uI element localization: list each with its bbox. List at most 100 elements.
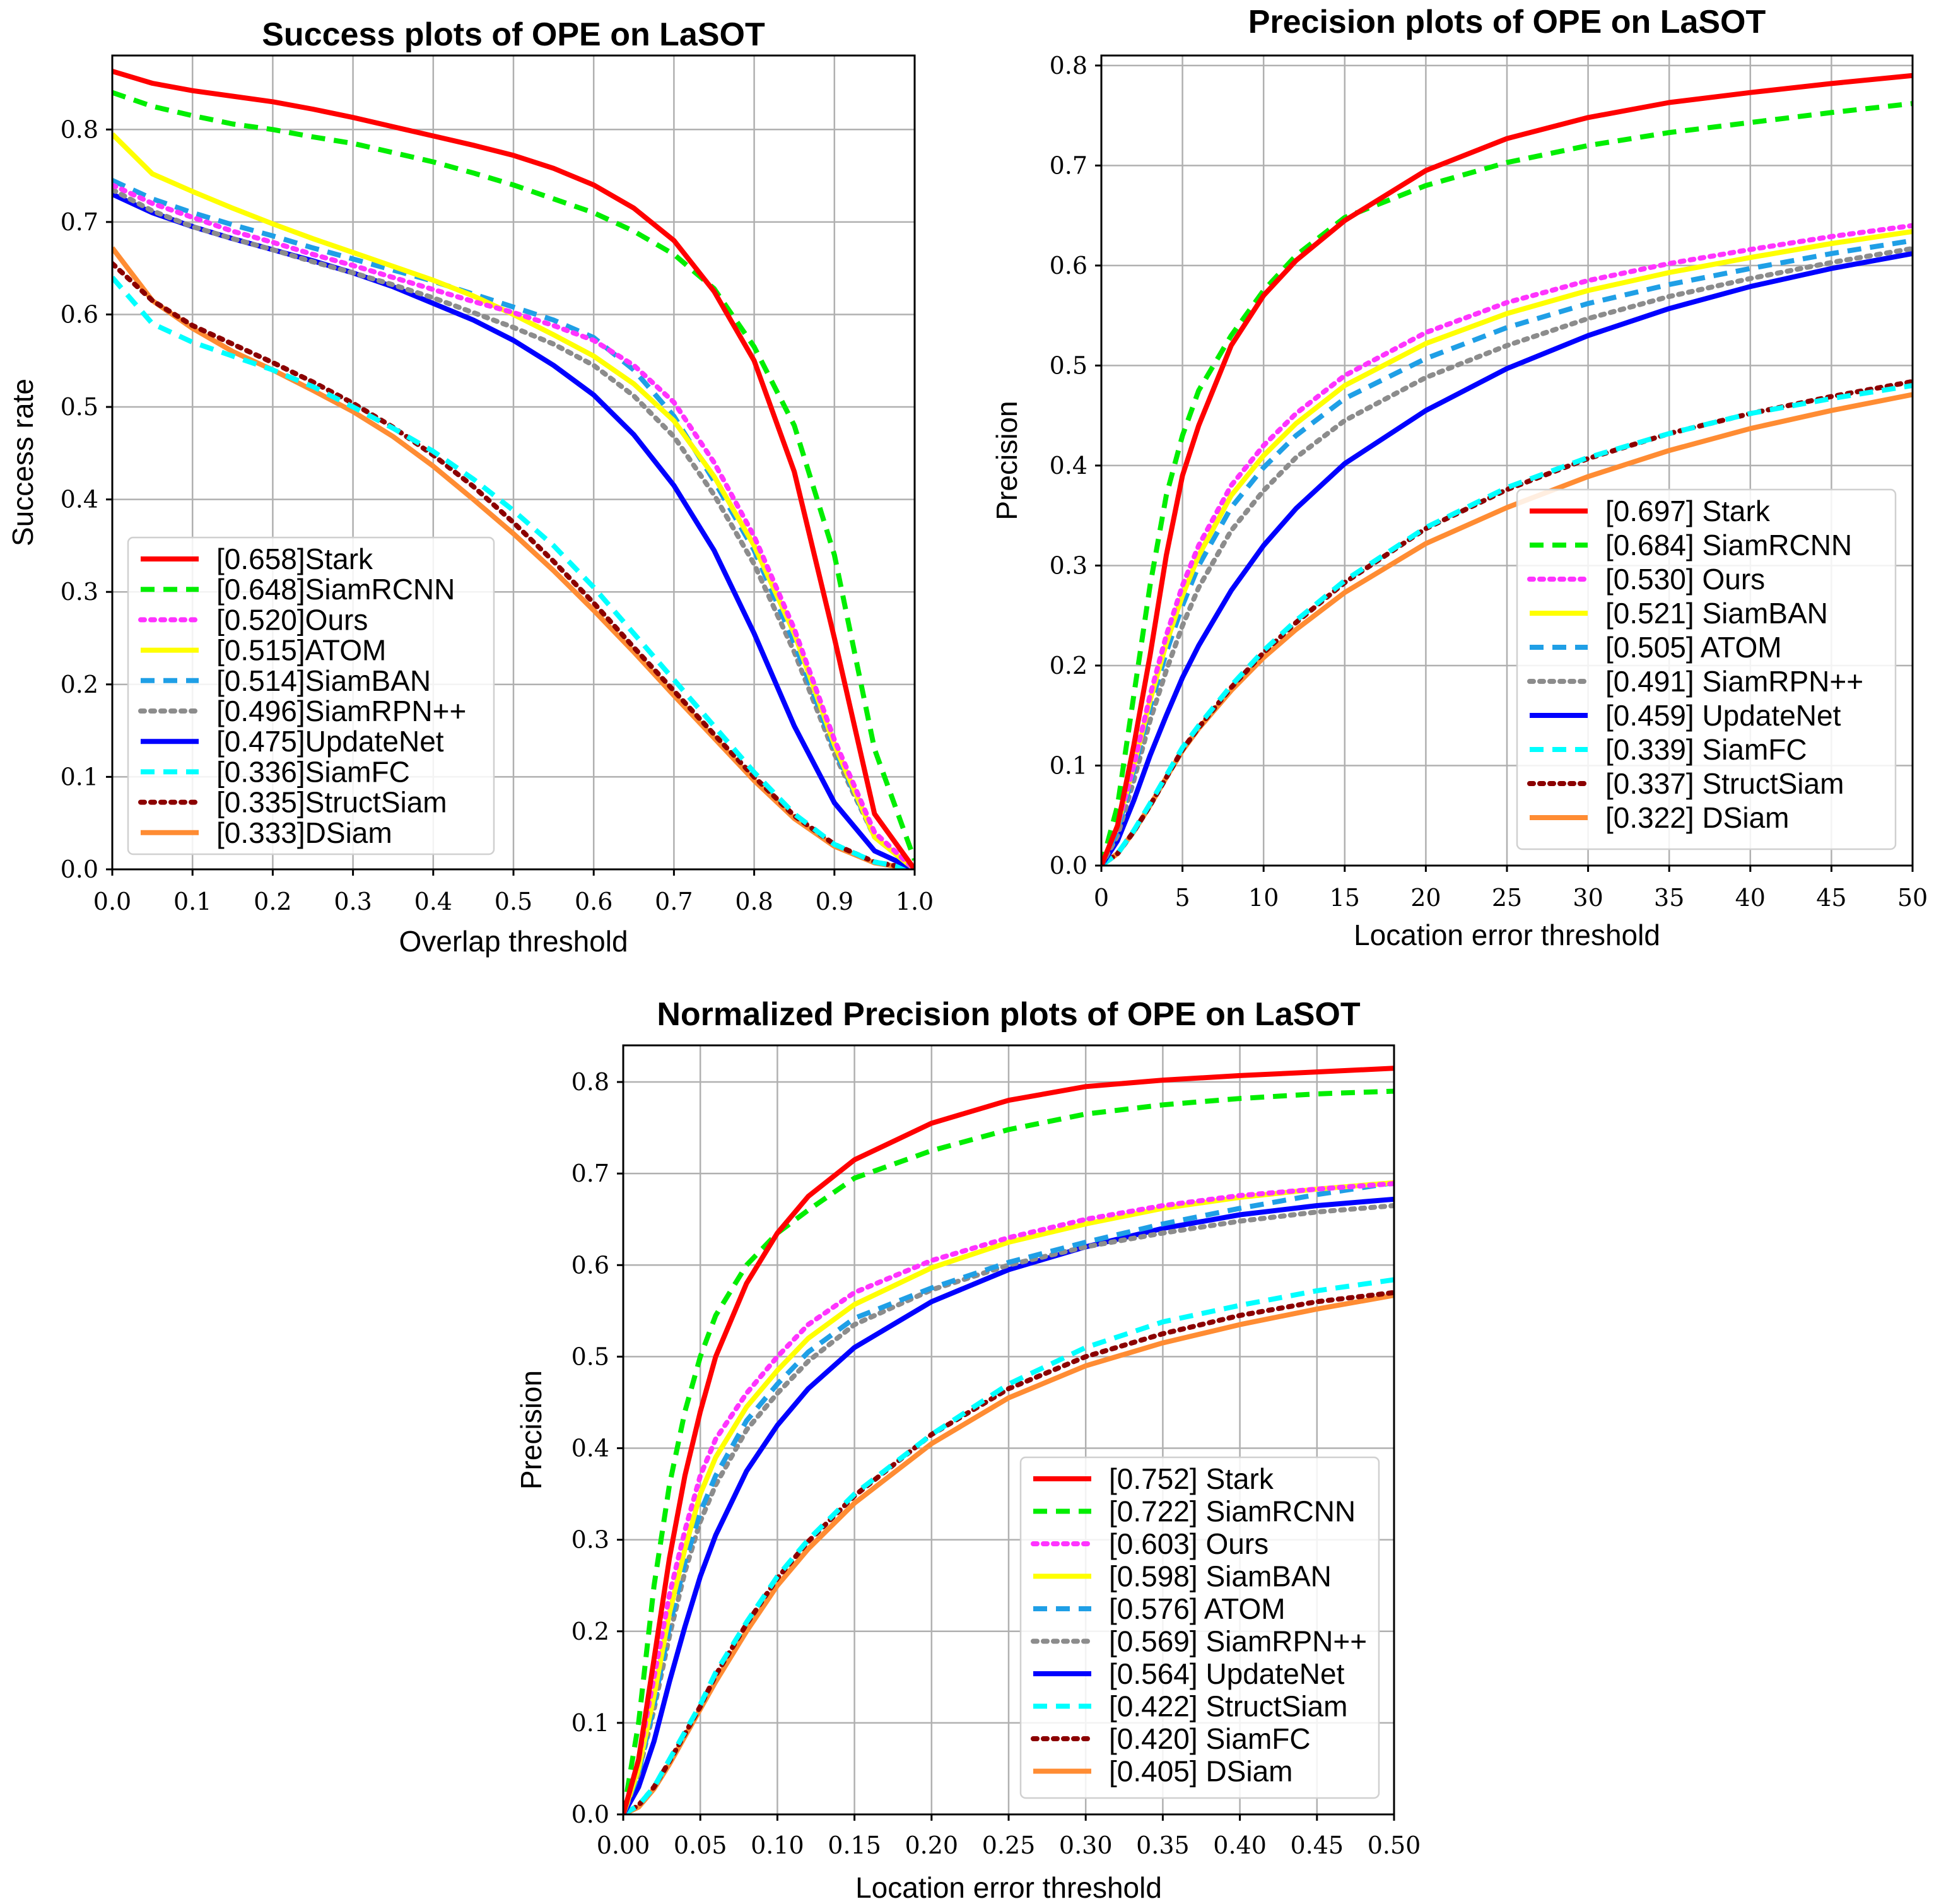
legend-label: [0.420] SiamFC [1109, 1722, 1311, 1755]
y-tick-label: 0.7 [1050, 151, 1087, 179]
legend-label: [0.515]ATOM [216, 634, 386, 667]
legend-label: [0.336]SiamFC [216, 755, 410, 788]
chart-title: Success plots of OPE on LaSOT [262, 16, 765, 53]
x-tick-label: 0.2 [254, 888, 291, 915]
legend-label: [0.514]SiamBAN [216, 664, 431, 697]
x-tick-label: 0.45 [1290, 1831, 1344, 1859]
legend-item: [0.322] DSiam [1530, 801, 1789, 834]
x-tick-label: 0.20 [905, 1831, 958, 1859]
legend-box [1516, 488, 1897, 850]
series-line-stark [1101, 73, 1913, 866]
y-tick-label: 0.7 [571, 1160, 609, 1187]
x-tick-label: 0.3 [334, 888, 372, 915]
y-tick-label: 0.1 [61, 763, 98, 790]
series-line-ours [1101, 223, 1913, 866]
x-tick-label: 0.50 [1368, 1831, 1421, 1859]
legend-box [1019, 1456, 1380, 1799]
legend-label: [0.459] UpdateNet [1605, 699, 1841, 732]
legend-item: [0.515]ATOM [141, 634, 386, 667]
y-tick-label: 0.7 [61, 208, 98, 236]
x-tick-label: 10 [1248, 884, 1279, 912]
chart-title: Precision plots of OPE on LaSOT [1248, 4, 1766, 40]
x-tick-label: 15 [1330, 884, 1360, 912]
x-tick-label: 0 [1094, 884, 1109, 912]
legend-item: [0.335]StructSiam [138, 786, 447, 819]
legend-item: [0.420] SiamFC [1031, 1722, 1311, 1755]
x-tick-label: 0.8 [735, 888, 773, 915]
legend-label: [0.322] DSiam [1605, 801, 1789, 834]
y-axis-label: Precision [515, 1370, 548, 1490]
x-tick-label: 0.5 [495, 888, 532, 915]
legend: [0.697] Stark[0.684] SiamRCNN[0.530] Our… [1516, 488, 1897, 850]
x-tick-label: 0.35 [1136, 1831, 1190, 1859]
chart-1: Success plots of OPE on LaSOT 0.0 0.1 0.2 0.… [6, 16, 934, 958]
series-line-ours [623, 1181, 1394, 1814]
x-tick-label: 5 [1175, 884, 1190, 912]
legend-item: [0.422] StructSiam [1033, 1690, 1347, 1723]
y-axis-label: Success rate [6, 379, 39, 546]
legend-label: [0.684] SiamRCNN [1605, 529, 1852, 561]
y-tick-label: 0.0 [571, 1801, 609, 1828]
legend-label: [0.505] ATOM [1605, 631, 1782, 664]
series-line-siamrpn- [1101, 245, 1913, 866]
series-line-updatenet [623, 1196, 1394, 1814]
legend-label: [0.521] SiamBAN [1605, 597, 1828, 630]
legend-item: [0.405] DSiam [1033, 1755, 1292, 1788]
legend-item: [0.336]SiamFC [141, 755, 410, 788]
legend-label: [0.576] ATOM [1109, 1592, 1286, 1625]
series-line-siamrcnn [112, 90, 915, 861]
y-tick-label: 0.4 [571, 1435, 609, 1462]
series-line-stark [623, 1066, 1394, 1814]
x-tick-label: 50 [1897, 884, 1928, 912]
legend-item: [0.520]Ours [138, 603, 368, 636]
legend-item: [0.521] SiamBAN [1530, 597, 1828, 630]
x-tick-label: 35 [1654, 884, 1684, 912]
legend-label: [0.337] StructSiam [1605, 767, 1844, 800]
legend-label: [0.520]Ours [216, 603, 368, 636]
y-tick-label: 0.4 [61, 486, 98, 514]
y-tick-label: 0.3 [571, 1526, 609, 1554]
x-axis-label: Overlap threshold [399, 925, 628, 958]
series-line-updatenet [1101, 250, 1913, 866]
y-tick-label: 0.8 [61, 115, 98, 143]
legend-label: [0.491] SiamRPN++ [1605, 665, 1863, 698]
series-line-ours [112, 182, 915, 869]
x-tick-label: 0.1 [173, 888, 211, 915]
legend-item: [0.475]UpdateNet [141, 725, 444, 758]
legend-item: [0.598] SiamBAN [1033, 1560, 1332, 1593]
y-tick-label: 0.3 [61, 578, 98, 606]
legend-label: [0.722] SiamRCNN [1109, 1495, 1356, 1528]
y-tick-label: 0.4 [1050, 452, 1087, 479]
legend-label: [0.422] StructSiam [1109, 1690, 1347, 1723]
x-tick-label: 0.05 [674, 1831, 727, 1859]
y-tick-label: 0.1 [571, 1709, 609, 1737]
y-tick-label: 0.6 [571, 1251, 609, 1279]
x-tick-label: 0.9 [816, 888, 853, 915]
legend-item: [0.333]DSiam [141, 816, 392, 849]
x-tick-label: 25 [1492, 884, 1522, 912]
legend-item: [0.514]SiamBAN [141, 664, 431, 697]
legend-label: [0.496]SiamRPN++ [216, 695, 466, 727]
legend-label: [0.335]StructSiam [216, 786, 447, 819]
y-axis-label: Precision [990, 401, 1023, 520]
series-line-siamban [112, 178, 915, 869]
y-tick-label: 0.3 [1050, 551, 1087, 579]
y-tick-label: 0.0 [61, 855, 98, 883]
legend-label: [0.475]UpdateNet [216, 725, 444, 758]
x-tick-label: 0.30 [1059, 1831, 1113, 1859]
x-axis-label: Location error threshold [1354, 919, 1660, 951]
series-group [112, 69, 915, 869]
x-axis-label: Location error threshold [855, 1871, 1162, 1904]
chart-title: Normalized Precision plots of OPE on LaS… [657, 996, 1361, 1033]
legend-item: [0.697] Stark [1530, 495, 1771, 527]
legend-item: [0.576] ATOM [1033, 1592, 1286, 1625]
legend-item: [0.505] ATOM [1530, 631, 1782, 664]
series-line-siamrpn- [112, 187, 915, 869]
legend-label: [0.333]DSiam [216, 816, 392, 849]
series-group [1101, 73, 1913, 866]
y-tick-label: 0.8 [1050, 52, 1087, 79]
chart-2: Precision plots of OPE on LaSOT 0 5 10 15 20 2… [990, 4, 1928, 951]
legend-item: [0.496]SiamRPN++ [138, 695, 466, 727]
chart-3: Normalized Precision plots of OPE on LaS… [515, 996, 1421, 1904]
x-tick-label: 30 [1573, 884, 1603, 912]
